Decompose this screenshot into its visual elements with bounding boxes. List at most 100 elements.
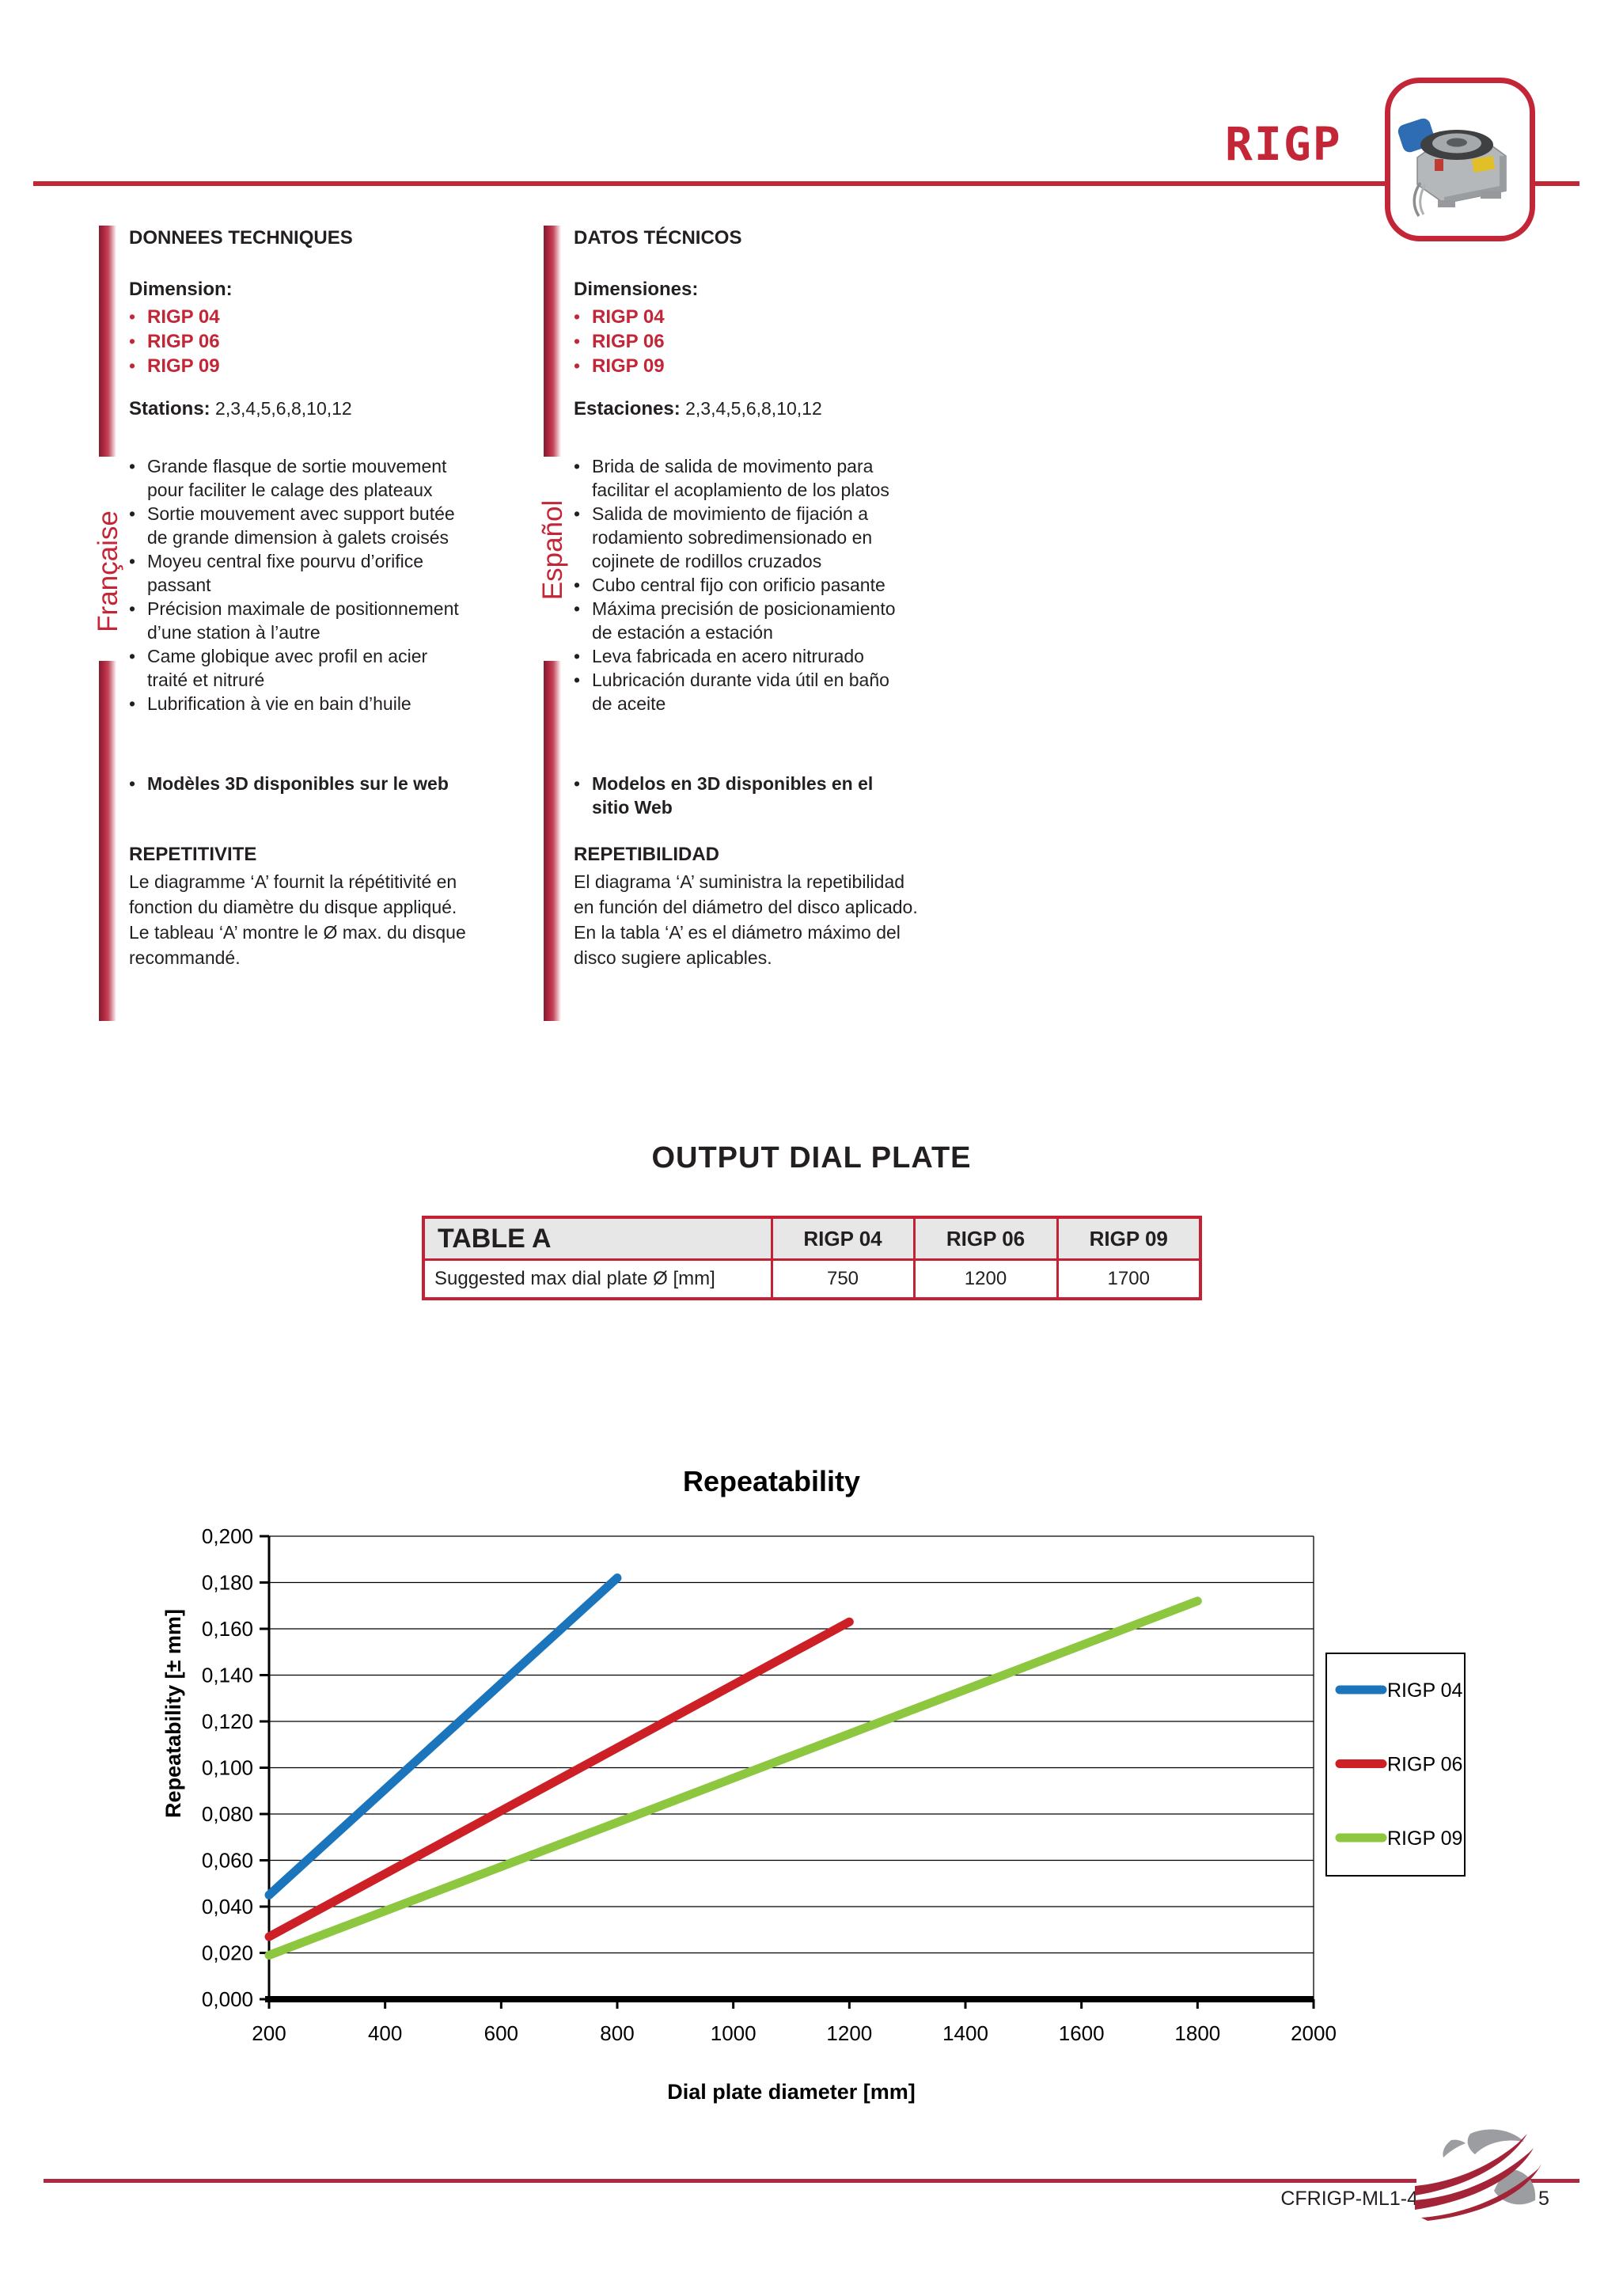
french-accent-bar-bottom — [99, 661, 116, 1021]
y-tick-label: 0,160 — [202, 1617, 253, 1641]
list-item-text: RIGP 09 — [147, 355, 220, 377]
series-line-rigp09 — [264, 1596, 1202, 1960]
x-tick-label: 1200 — [826, 2021, 872, 2045]
page-title: RIGP — [1225, 117, 1342, 171]
product-photo-frame — [1385, 78, 1535, 241]
list-item-text: Máxima precisión de posicionamiento de e… — [592, 598, 896, 643]
spanish-heading: DATOS TÉCNICOS — [574, 227, 742, 249]
y-tick-label: 0,040 — [202, 1895, 253, 1918]
product-photo-icon — [1397, 118, 1507, 217]
y-tick-label: 0,100 — [202, 1756, 253, 1780]
list-item: • RIGP 06 — [129, 329, 529, 354]
list-item-text: RIGP 09 — [592, 355, 665, 377]
list-item: • Précision maximale de positionnement d’… — [129, 597, 529, 644]
list-item-text: RIGP 06 — [592, 331, 665, 352]
bullet-icon: • — [574, 331, 581, 351]
header-rule-right — [1526, 181, 1579, 186]
bullet-icon: • — [574, 598, 581, 619]
bullet-icon: • — [129, 503, 136, 524]
list-item-text: Sortie mouvement avec support butée de g… — [147, 503, 455, 548]
list-item: • RIGP 04 — [129, 305, 529, 329]
y-tick-label: 0,120 — [202, 1710, 253, 1733]
footer-rule — [44, 2179, 1416, 2183]
list-item: • Máxima precisión de posicionamiento de … — [574, 597, 973, 644]
table-a-value-rigp09: 1700 — [1056, 1258, 1202, 1300]
french-section-text: Le diagramme ‘A’ fournit la répétitivité… — [129, 871, 466, 968]
web-note-text: Modelos en 3D disponibles en el sitio We… — [592, 773, 874, 818]
table-a-col-rigp04: RIGP 04 — [770, 1216, 916, 1261]
table-a-data-row: Suggested max dial plate Ø [mm] 750 1200… — [422, 1258, 1202, 1300]
spanish-dimension-label: Dimensiones: — [574, 279, 699, 300]
table-a-row-label: Suggested max dial plate Ø [mm] — [422, 1258, 773, 1300]
spanish-side-label: Español — [537, 499, 568, 601]
chart-title: Repeatability — [683, 1465, 860, 1497]
bullet-icon: • — [129, 773, 136, 794]
list-item: • Salida de movimiento de fijación a roda… — [574, 502, 973, 573]
french-stations: Stations: 2,3,4,5,6,8,10,12 — [129, 398, 352, 420]
list-item: • Grande flasque de sortie mouvement pour… — [129, 454, 529, 502]
table-a-col-rigp09: RIGP 09 — [1056, 1216, 1202, 1261]
x-tick-label: 800 — [600, 2021, 634, 2045]
spanish-column: DATOS TÉCNICOS Dimensiones: • RIGP 04 • RIG… — [574, 0, 973, 1108]
list-item: • RIGP 09 — [129, 354, 529, 378]
y-tick-label: 0,180 — [202, 1571, 253, 1595]
french-side-label: Française — [93, 510, 123, 632]
x-tick-label: 400 — [368, 2021, 402, 2045]
spanish-web-note: • Modelos en 3D disponibles en el sitio … — [574, 772, 973, 819]
list-item-text: Précision maximale de positionnement d’u… — [147, 598, 459, 643]
list-item-text: Grande flasque de sortie mouvement pour … — [147, 456, 447, 500]
french-section-heading: REPETITIVITE — [129, 844, 257, 865]
list-item-text: RIGP 04 — [147, 306, 220, 328]
repeatability-chart: 0,000 0,020 0,040 0,060 0,080 0,100 0,120 0,140… — [161, 1465, 1466, 2104]
y-tick-label: 0,020 — [202, 1941, 253, 1965]
table-a-col-rigp06: RIGP 06 — [912, 1216, 1059, 1261]
list-item: • Sortie mouvement avec support butée de … — [129, 502, 529, 549]
list-item: • Came globique avec profil en acier trai… — [129, 644, 529, 692]
list-item-text: Brida de salida de movimento para facili… — [592, 456, 889, 500]
spanish-accent-bar-top — [544, 226, 561, 457]
list-item: • RIGP 04 — [574, 305, 973, 329]
list-item: • Leva fabricada en acero nitrurado — [574, 644, 973, 668]
stations-values: 2,3,4,5,6,8,10,12 — [680, 398, 822, 419]
bullet-icon: • — [574, 503, 581, 524]
x-tick-label: 2000 — [1291, 2021, 1337, 2045]
list-item: • Lubricación durante vida útil en baño d… — [574, 668, 973, 715]
bullet-icon: • — [129, 331, 136, 351]
french-column: DONNEES TECHNIQUES Dimension: • RIGP 04 • R… — [129, 0, 529, 1108]
list-item: • Lubrification à vie en bain d’huile — [129, 692, 529, 715]
bullet-icon: • — [129, 456, 136, 476]
x-tick-label: 1800 — [1174, 2021, 1220, 2045]
table-a-title: TABLE A — [422, 1216, 773, 1261]
x-tick-label: 1000 — [711, 2021, 757, 2045]
table-a-header-row: TABLE A RIGP 04 RIGP 06 RIGP 09 — [422, 1216, 1202, 1261]
output-dial-plate-heading: OUTPUT DIAL PLATE — [651, 1141, 972, 1175]
list-item-text: Lubrification à vie en bain d’huile — [147, 693, 411, 714]
series-line-rigp04 — [264, 1573, 622, 1899]
bullet-icon: • — [574, 646, 581, 666]
y-tick-label: 0,080 — [202, 1802, 253, 1826]
series-line-rigp06 — [264, 1617, 854, 1941]
list-item: • RIGP 06 — [574, 329, 973, 354]
list-item: • Cubo central fijo con orificio pasante — [574, 573, 973, 597]
list-item-text: Moyeu central fixe pourvu d’orifice pass… — [147, 551, 423, 595]
y-tick-label: 0,060 — [202, 1849, 253, 1873]
list-item-text: RIGP 06 — [147, 331, 220, 352]
legend-label: RIGP 04 — [1387, 1679, 1463, 1702]
list-item-text: Lubricación durante vida útil en baño de… — [592, 670, 889, 714]
y-tick-label: 0,140 — [202, 1664, 253, 1687]
table-a-value-rigp04: 750 — [770, 1258, 916, 1300]
x-axis-title: Dial plate diameter [mm] — [667, 2080, 916, 2104]
french-models-list: • RIGP 04 • RIGP 06 • RIGP 09 — [129, 305, 529, 378]
list-item-text: RIGP 04 — [592, 306, 665, 328]
list-item-text: Salida de movimiento de fijación a rodam… — [592, 503, 873, 571]
bullet-icon: • — [129, 598, 136, 619]
list-item-text: Leva fabricada en acero nitrurado — [592, 646, 864, 666]
y-tick-label: 0,200 — [202, 1524, 253, 1548]
page-number: 5 — [1538, 2188, 1549, 2210]
stations-label: Estaciones: — [574, 398, 681, 419]
bullet-icon: • — [574, 355, 581, 376]
bullet-icon: • — [574, 306, 581, 327]
french-features-list: • Grande flasque de sortie mouvement pour… — [129, 454, 529, 715]
french-web-note: • Modèles 3D disponibles sur le web — [129, 772, 529, 795]
